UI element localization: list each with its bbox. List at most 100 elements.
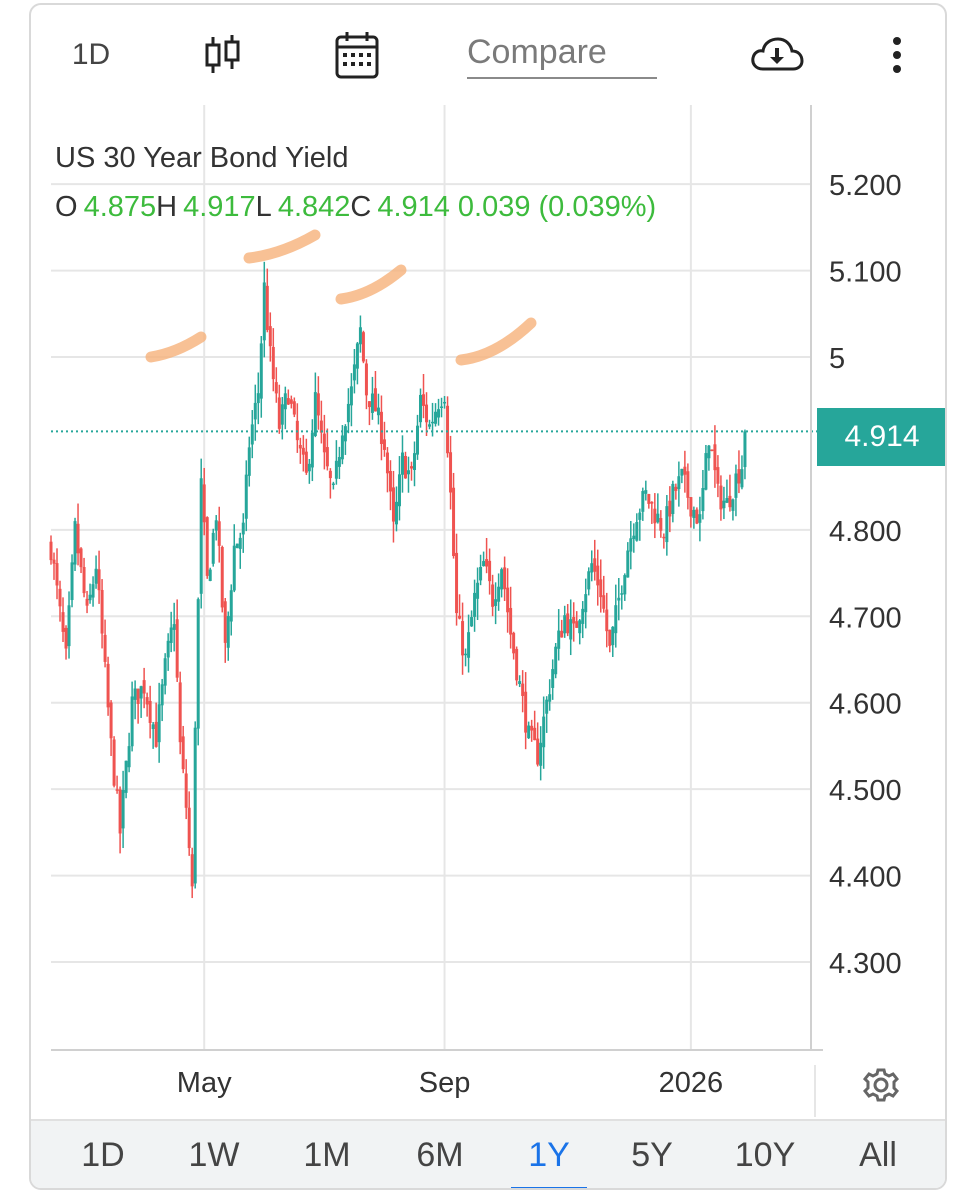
range-1w-button[interactable]: 1W [188,1135,240,1174]
candle-body [238,537,242,549]
price-chart[interactable]: May Sep 2026 5.200 5.100 5 4.800 4.700 4.600 4.5… [31,5,945,1117]
candle-body [551,669,555,688]
candle-body [632,535,636,540]
candle-body [190,854,194,887]
candle-body [133,688,137,700]
candle-body [310,432,314,468]
candle-body [641,491,645,512]
candle-body [325,447,329,467]
candle-body [482,561,486,567]
candle-body [235,543,239,549]
candle-body [349,386,353,406]
candle-body [289,399,293,404]
interval-button[interactable]: 1D [71,38,111,71]
candle-body [515,648,519,681]
candle-body [503,567,507,590]
candle-body [268,326,272,347]
more-vert-icon[interactable] [877,27,917,83]
candle-body [512,632,516,654]
candle-body [479,566,483,581]
candle-body [686,471,690,498]
candle-body [337,457,341,467]
candle-body [346,403,350,423]
candle-body [527,725,531,739]
candle-body [545,699,549,714]
candle-body [464,653,468,656]
candle-body [533,727,537,741]
candle-body [319,420,323,433]
candle-body [247,447,251,476]
range-1y-button[interactable]: 1Y [528,1135,570,1174]
candle-body [731,499,735,511]
compare-input[interactable]: Compare [467,27,657,79]
candle-body [575,621,579,628]
candle-body [437,409,441,418]
candle-body [283,393,287,410]
candle-body [169,627,173,643]
cloud-download-icon[interactable] [749,27,805,83]
annotation-highlight [335,264,407,305]
candle-body [331,483,335,485]
range-6m-button[interactable]: 6M [416,1135,464,1174]
annotation-highlight [455,317,537,366]
candle-body [722,500,726,509]
x-tick-label: Sep [419,1067,471,1099]
annotation-highlight [243,229,321,264]
candle-body [659,518,663,531]
annotation-highlight [145,331,207,363]
candle-body [506,587,510,613]
candle-body [328,470,332,479]
candle-body [412,453,416,471]
candle-body [397,474,401,507]
candle-body [367,401,371,408]
calendar-icon[interactable] [333,27,381,83]
settings-gear-icon[interactable] [861,1065,901,1105]
candle-body [566,613,570,634]
chart-title: US 30 Year Bond Yield [55,142,348,174]
candle-body [500,569,504,590]
candle-body [157,704,161,743]
ohlc-high-label: H [156,191,177,223]
y-tick-label: 5.100 [829,257,902,289]
candle-body [184,773,188,808]
candle-body [485,559,489,567]
range-all-button[interactable]: All [859,1135,897,1174]
candle-body [64,627,68,649]
candle-body [334,460,338,479]
candle-body [232,545,236,591]
candle-body [638,512,642,520]
candle-body [139,686,143,699]
candle-body [166,640,170,658]
candle-body [656,513,660,523]
chart-toolbar: 1D Compare [31,5,945,105]
chart-widget: 1D Compare [29,3,947,1190]
range-1d-button[interactable]: 1D [81,1135,125,1174]
candle-body [419,394,423,423]
candle-body [148,700,152,723]
candle-body [256,393,260,404]
candle-body [677,476,681,490]
range-1m-button[interactable]: 1M [303,1135,351,1174]
candle-body [605,609,609,632]
candle-body [49,541,53,561]
candle-body [274,382,278,394]
candle-body [446,405,450,454]
candle-body [488,560,492,582]
range-10y-button[interactable]: 10Y [734,1135,796,1174]
candlestick-icon[interactable] [201,27,245,83]
candle-body [187,807,191,849]
candle-body [115,789,119,791]
candle-body [379,411,383,445]
candle-body [539,742,543,766]
candle-body [142,680,146,694]
range-5y-button[interactable]: 5Y [631,1135,673,1174]
candle-body [494,599,498,606]
y-tick-label: 4.800 [829,516,902,548]
candle-body [617,597,621,601]
candle-body [307,463,311,472]
candle-body [428,424,432,427]
candle-body [301,447,305,455]
candle-body [409,466,413,469]
candle-body [172,624,176,630]
candle-body [665,506,669,543]
